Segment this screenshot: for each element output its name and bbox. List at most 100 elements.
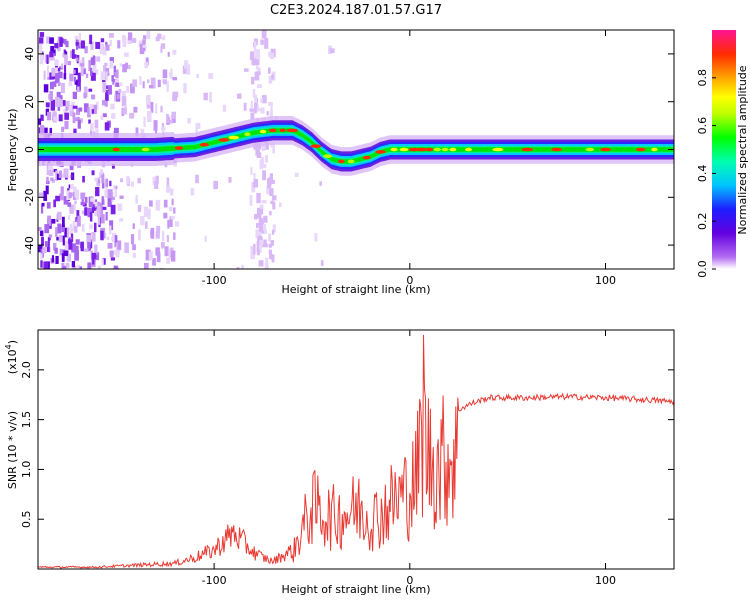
ridge-band	[38, 120, 674, 172]
noise-cell	[73, 69, 76, 74]
spectrogram-y-label: Frequency (Hz)	[6, 109, 19, 192]
noise-cell	[122, 107, 127, 114]
noise-cell	[46, 242, 50, 253]
noise-cell	[119, 178, 124, 183]
noise-cell	[105, 71, 109, 81]
noise-cell	[143, 35, 146, 42]
noise-cell	[264, 262, 269, 269]
noise-cell	[173, 232, 176, 240]
noise-cell	[62, 268, 66, 269]
noise-cell	[94, 244, 98, 255]
noise-cell	[166, 185, 171, 193]
noise-cell	[64, 54, 68, 66]
noise-cell	[329, 48, 335, 53]
noise-cell	[269, 188, 274, 197]
noise-cell	[272, 224, 276, 233]
noise-cell	[268, 176, 272, 186]
noise-cell	[254, 102, 257, 114]
noise-cell	[96, 56, 101, 62]
noise-cell	[64, 243, 69, 251]
noise-cell	[157, 33, 162, 40]
ridge-hotspot	[416, 147, 428, 152]
noise-cell	[228, 177, 232, 183]
noise-cell	[54, 68, 60, 74]
noise-cell	[57, 223, 62, 234]
noise-cell	[117, 240, 122, 250]
noise-cell	[93, 222, 97, 233]
noise-cell	[74, 225, 78, 233]
noise-cell	[258, 222, 264, 234]
noise-cell	[190, 188, 195, 196]
noise-cell	[236, 266, 240, 269]
noise-cell	[55, 96, 60, 108]
noise-cell	[118, 88, 122, 93]
noise-cell	[100, 214, 105, 224]
noise-cell	[46, 36, 51, 44]
noise-cell	[83, 86, 88, 98]
noise-cell	[63, 250, 68, 257]
noise-cell	[64, 227, 69, 238]
noise-cell	[87, 207, 92, 218]
noise-cell	[135, 199, 138, 204]
ridge-hotspot	[362, 155, 371, 160]
noise-cell	[132, 252, 136, 258]
noise-cell	[95, 41, 101, 49]
noise-cell	[186, 64, 191, 75]
noise-cell	[78, 107, 83, 112]
x-tick-label: 0	[406, 574, 413, 587]
noise-cell	[243, 102, 247, 111]
noise-cell	[84, 46, 88, 54]
noise-cell	[208, 73, 214, 79]
noise-cell	[243, 68, 249, 72]
noise-cell	[117, 203, 123, 211]
snr-series-line	[38, 334, 674, 569]
noise-cell	[46, 176, 49, 184]
noise-cell	[60, 103, 66, 108]
noise-cell	[256, 241, 259, 252]
noise-cell	[114, 240, 117, 248]
noise-cell	[155, 231, 160, 239]
noise-cell	[57, 67, 61, 72]
noise-cell	[109, 60, 114, 69]
noise-cell	[50, 46, 55, 53]
noise-cell	[195, 122, 201, 129]
noise-cell	[145, 221, 148, 229]
noise-cell	[155, 36, 160, 42]
noise-cell	[104, 99, 108, 107]
noise-cell	[172, 49, 177, 55]
ridge-hotspot	[441, 147, 449, 152]
noise-cell	[90, 123, 94, 132]
noise-cell	[61, 63, 64, 69]
noise-cell	[61, 216, 65, 228]
noise-cell	[63, 73, 67, 80]
noise-cell	[87, 262, 92, 269]
noise-cell	[62, 235, 65, 246]
noise-cell	[157, 79, 161, 88]
noise-cell	[254, 213, 258, 220]
noise-cell	[73, 204, 76, 210]
x-tick-label: -100	[202, 574, 227, 587]
noise-cell	[107, 242, 113, 249]
noise-cell	[97, 265, 101, 269]
noise-cell	[119, 195, 124, 199]
noise-cell	[72, 91, 78, 100]
noise-cell	[67, 61, 72, 66]
noise-cell	[253, 41, 257, 52]
noise-cell	[249, 194, 253, 206]
noise-cell	[155, 103, 158, 114]
noise-cell	[88, 60, 91, 72]
noise-cell	[64, 112, 69, 120]
noise-cell	[60, 38, 65, 43]
noise-cell	[152, 176, 157, 185]
noise-cell	[209, 92, 212, 103]
noise-cell	[250, 112, 255, 120]
noise-cell	[63, 108, 68, 115]
noise-cell	[75, 41, 80, 46]
noise-cell	[49, 90, 53, 101]
noise-cell	[278, 202, 282, 208]
noise-cell	[320, 260, 324, 267]
noise-cell	[170, 250, 176, 262]
noise-cell	[137, 205, 142, 212]
noise-cell	[90, 71, 96, 81]
noise-cell	[166, 257, 170, 264]
